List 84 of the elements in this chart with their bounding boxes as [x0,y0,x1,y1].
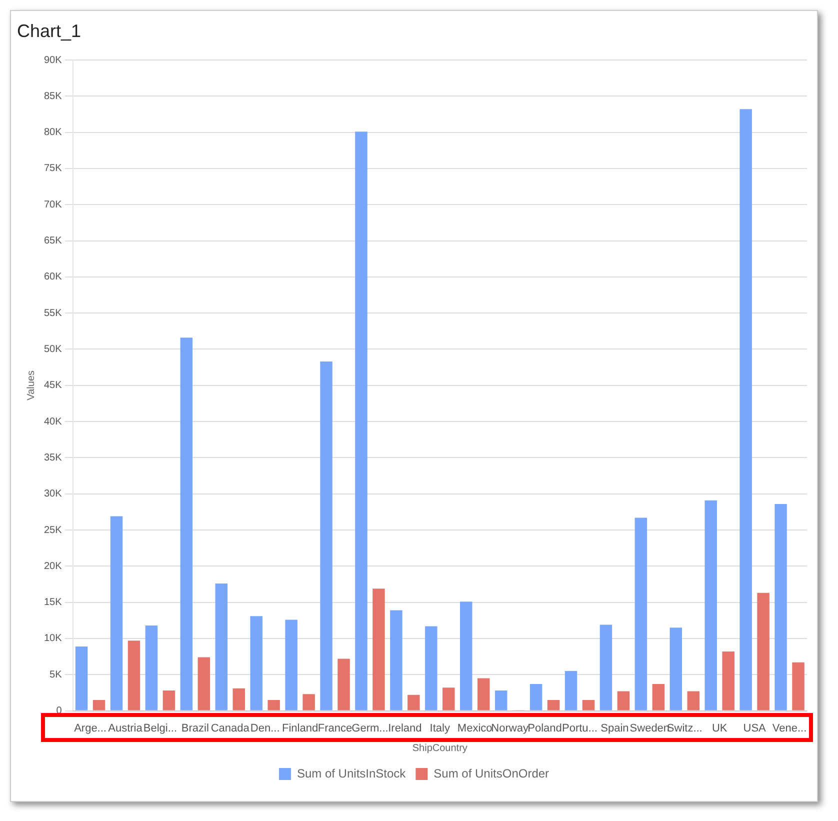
bar [460,602,472,710]
y-tick-label: 85K [44,90,62,102]
bar [302,694,315,710]
y-tick-label: 30K [44,488,62,500]
x-tick-label: Portu... [562,722,598,734]
bar [652,684,665,710]
y-tick-label: 90K [44,54,62,66]
bar [477,678,490,710]
legend-label: Sum of UnitsOnOrder [434,766,550,780]
bar [582,700,595,710]
y-tick-label: 50K [44,344,62,355]
x-tick-label: Mexico [457,722,492,734]
x-tick-label: Arge... [74,722,106,734]
x-tick-label: Spain [600,722,629,734]
bar [494,690,508,710]
y-tick-label: 65K [44,236,62,247]
legend-label: Sum of UnitsInStock [296,766,407,780]
bar [757,592,770,710]
bar [268,700,280,710]
bar [600,624,612,710]
bar [547,700,560,710]
x-tick-label: UK [712,722,728,734]
bar [338,658,350,710]
bar [617,691,630,710]
bar [250,616,262,710]
x-tick-label: Den... [250,722,280,734]
bar [634,518,648,710]
bar [408,694,420,710]
bar [687,691,700,710]
bar [792,662,804,710]
y-tick-label: 80K [44,127,62,138]
bar [162,690,176,710]
x-tick-label: Austria [108,722,144,734]
bar [320,362,332,710]
x-tick-label: Switz... [666,722,702,734]
bar [372,588,385,710]
chart-title: Chart_1 [17,21,82,42]
bar [198,657,210,710]
bar [110,516,123,710]
bar [128,640,140,710]
y-tick-label: 55K [44,308,62,319]
x-axis-title: ShipCountry [412,742,468,754]
bar [670,628,682,710]
y-tick-label: 40K [44,416,62,428]
x-tick-label: Germ... [352,722,388,734]
x-tick-label: Ireland [388,722,422,734]
bar [564,671,578,710]
x-tick-label: Vene... [772,722,807,734]
y-tick-label: 20K [44,560,62,572]
x-tick-label: Italy [430,722,450,734]
bar [704,500,717,710]
bar [232,688,245,710]
bar [92,700,106,710]
bar [722,652,734,710]
bar [774,504,787,710]
bar [530,684,542,710]
bar [215,584,228,710]
bar [425,626,438,710]
bar [390,610,402,710]
x-tick-label: Poland [528,722,562,734]
bar [442,688,455,710]
y-tick-label: 70K [44,199,62,210]
y-tick-label: 45K [44,380,62,392]
bar [75,646,88,710]
y-tick-label: 15K [44,597,62,608]
x-tick-label: USA [743,722,767,734]
y-tick-label: 5K [50,669,62,680]
x-tick-label: Brazil [181,722,209,734]
bar [740,109,752,710]
y-tick-label: 10K [44,633,62,644]
y-tick-label: 25K [44,524,62,536]
bar [355,132,368,710]
bar [285,620,298,710]
bar [180,338,193,710]
x-tick-label: Belgi... [143,722,178,734]
y-tick-label: 60K [44,272,62,283]
x-tick-label: Finland [282,722,318,734]
x-tick-label: France [318,722,352,734]
x-tick-label: Norway [491,722,529,734]
y-axis-title: Values [26,370,37,400]
y-tick-label: 75K [44,163,62,174]
y-tick-label: 35K [44,452,62,464]
bar [145,625,158,710]
x-tick-label: Canada [210,722,250,734]
